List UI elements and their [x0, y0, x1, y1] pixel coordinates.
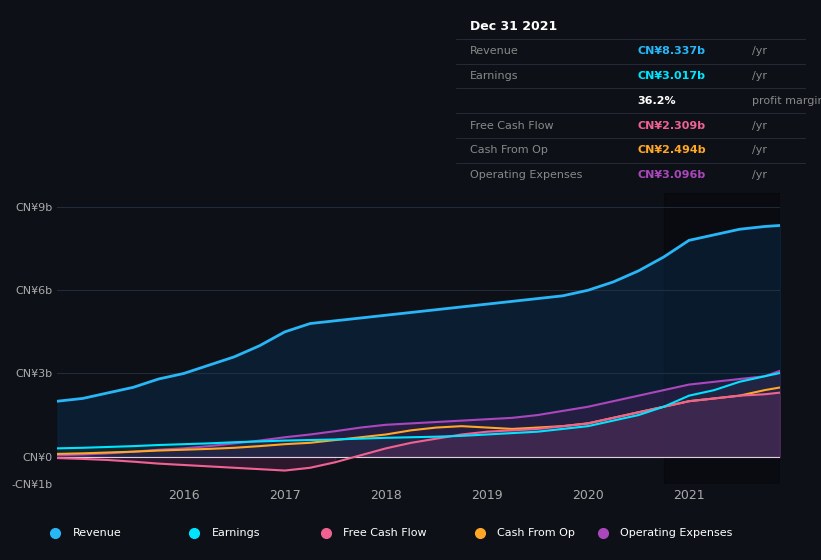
Text: CN¥3.017b: CN¥3.017b	[637, 71, 705, 81]
Text: Operating Expenses: Operating Expenses	[621, 529, 733, 538]
Text: Free Cash Flow: Free Cash Flow	[470, 120, 553, 130]
Text: /yr: /yr	[752, 71, 768, 81]
Text: Revenue: Revenue	[470, 46, 518, 56]
Text: 36.2%: 36.2%	[637, 96, 676, 106]
Text: profit margin: profit margin	[752, 96, 821, 106]
Text: Earnings: Earnings	[211, 529, 260, 538]
Text: Revenue: Revenue	[72, 529, 122, 538]
Text: Cash From Op: Cash From Op	[470, 146, 548, 155]
Text: Cash From Op: Cash From Op	[497, 529, 575, 538]
Text: /yr: /yr	[752, 146, 768, 155]
Text: Operating Expenses: Operating Expenses	[470, 170, 582, 180]
Text: Free Cash Flow: Free Cash Flow	[342, 529, 426, 538]
Text: /yr: /yr	[752, 170, 768, 180]
Text: /yr: /yr	[752, 46, 768, 56]
Bar	[663, 193, 780, 484]
Text: CN¥2.309b: CN¥2.309b	[637, 120, 705, 130]
Text: CN¥2.494b: CN¥2.494b	[637, 146, 706, 155]
Text: /yr: /yr	[752, 120, 768, 130]
Text: Earnings: Earnings	[470, 71, 518, 81]
Text: CN¥3.096b: CN¥3.096b	[637, 170, 705, 180]
Text: Dec 31 2021: Dec 31 2021	[470, 20, 557, 33]
Text: CN¥8.337b: CN¥8.337b	[637, 46, 705, 56]
